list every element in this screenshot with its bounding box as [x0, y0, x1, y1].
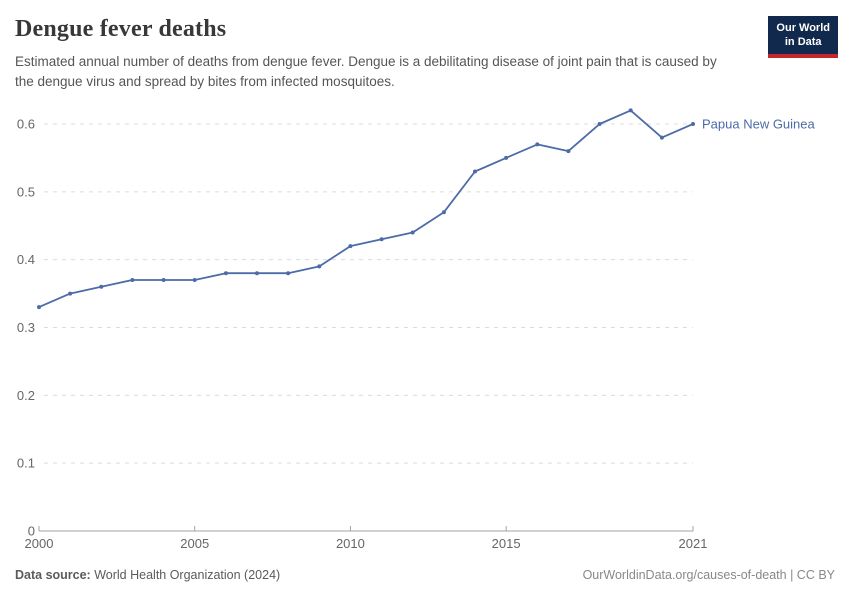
data-point[interactable]	[535, 142, 540, 147]
page-title: Dengue fever deaths	[15, 16, 227, 42]
data-point[interactable]	[161, 278, 166, 282]
data-point[interactable]	[37, 305, 41, 310]
data-point[interactable]	[504, 155, 509, 160]
series-end-label[interactable]: Papua New Guinea	[702, 117, 816, 132]
x-tick-label: 2000	[25, 536, 54, 551]
y-tick-label: 0	[28, 524, 35, 539]
owid-logo[interactable]: Our World in Data	[768, 16, 838, 58]
data-point[interactable]	[348, 244, 353, 249]
chart-footer: Data source: World Health Organization (…	[15, 568, 835, 582]
y-tick-label: 0.2	[17, 388, 35, 403]
data-point[interactable]	[597, 122, 602, 126]
x-tick-label: 2015	[492, 536, 521, 551]
x-tick-label: 2021	[679, 536, 708, 551]
data-source: Data source: World Health Organization (…	[15, 568, 280, 582]
data-point[interactable]	[441, 210, 446, 215]
data-point[interactable]	[473, 169, 477, 174]
data-point[interactable]	[628, 108, 633, 113]
owid-logo-line1: Our World	[776, 22, 830, 34]
data-point[interactable]	[691, 122, 695, 126]
x-tick-label: 2005	[180, 536, 209, 551]
data-point[interactable]	[255, 271, 259, 276]
chart-subtitle: Estimated annual number of deaths from d…	[15, 54, 717, 89]
y-tick-label: 0.6	[17, 117, 35, 132]
data-source-value: World Health Organization (2024)	[94, 568, 281, 582]
y-tick-label: 0.5	[17, 184, 35, 199]
data-point[interactable]	[317, 264, 322, 269]
data-point[interactable]	[410, 230, 415, 235]
data-point[interactable]	[286, 271, 291, 276]
owid-logo-line2: in Data	[784, 36, 822, 49]
data-point[interactable]	[659, 135, 664, 140]
y-tick-label: 0.4	[17, 252, 35, 267]
data-point[interactable]	[223, 271, 228, 276]
y-tick-label: 0.3	[17, 320, 35, 335]
data-point[interactable]	[99, 284, 104, 289]
attribution-link[interactable]: OurWorldinData.org/causes-of-death | CC …	[582, 568, 835, 582]
data-source-label: Data source:	[15, 568, 91, 582]
data-point[interactable]	[130, 278, 135, 282]
series-line[interactable]	[38, 109, 694, 308]
data-point[interactable]	[566, 149, 571, 154]
x-tick-label: 2010	[336, 536, 365, 551]
data-point[interactable]	[379, 237, 384, 242]
data-point[interactable]	[192, 278, 197, 282]
y-tick-label: 0.1	[17, 456, 35, 471]
data-point[interactable]	[68, 291, 73, 296]
